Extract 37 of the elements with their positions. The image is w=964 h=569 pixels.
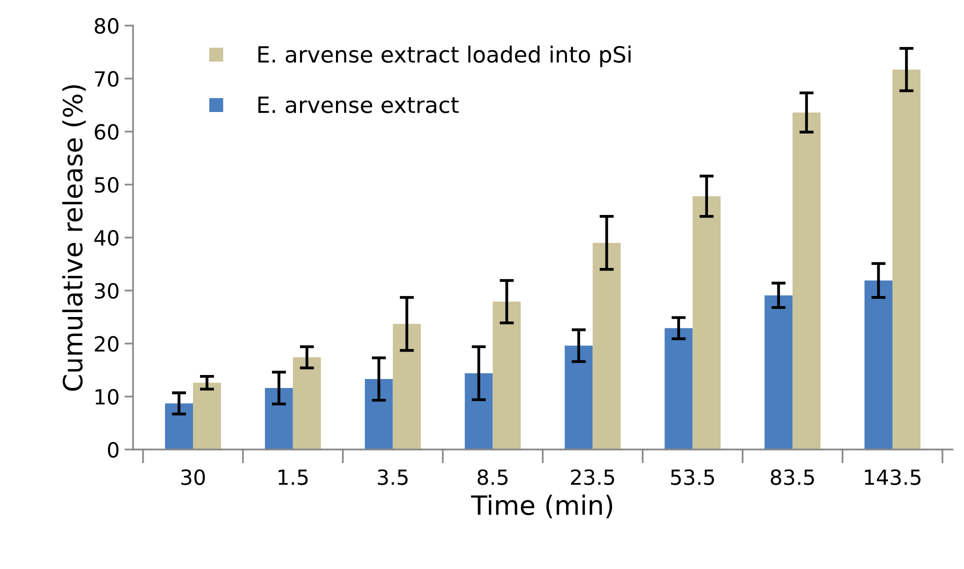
bar xyxy=(165,403,193,450)
y-tick-label: 60 xyxy=(94,124,118,140)
y-tick-label: 40 xyxy=(94,230,118,246)
y-tick-label: 0 xyxy=(108,442,118,458)
y-tick-label: 70 xyxy=(95,71,118,87)
bar xyxy=(492,302,521,450)
x-axis-title: Time (min) xyxy=(471,494,612,518)
bar xyxy=(264,388,293,450)
bar xyxy=(392,324,421,450)
legend-label: E. arvense extract xyxy=(258,96,459,114)
x-tick-label: 23.5 xyxy=(571,469,614,486)
bar xyxy=(664,328,693,450)
y-axis-title: Cumulative release (%) xyxy=(62,85,86,391)
bar xyxy=(764,295,793,450)
bar xyxy=(892,70,920,450)
y-tick-label: 80 xyxy=(94,18,118,34)
x-tick-label: 83.5 xyxy=(770,469,814,486)
bar xyxy=(692,196,721,450)
x-tick-label: 53.5 xyxy=(671,469,714,486)
bar xyxy=(792,112,821,450)
y-tick-label: 20 xyxy=(94,336,118,352)
x-tick-label: 8.5 xyxy=(478,469,508,486)
bar xyxy=(464,373,493,450)
bar xyxy=(564,346,593,450)
bar xyxy=(192,382,221,450)
x-tick-label: 1.5 xyxy=(278,470,308,486)
bar xyxy=(364,379,393,450)
y-tick-label: 50 xyxy=(94,177,118,193)
x-tick-label: 30 xyxy=(181,469,205,486)
x-tick-label: 143.5 xyxy=(864,469,920,486)
bar xyxy=(292,357,321,450)
y-tick-label: 10 xyxy=(96,388,118,405)
x-tick-label: 3.5 xyxy=(378,469,408,486)
y-tick-label: 30 xyxy=(94,283,118,299)
legend-label: E. arvense extract loaded into pSi xyxy=(258,46,631,68)
bar xyxy=(864,280,892,450)
bar xyxy=(592,242,621,450)
